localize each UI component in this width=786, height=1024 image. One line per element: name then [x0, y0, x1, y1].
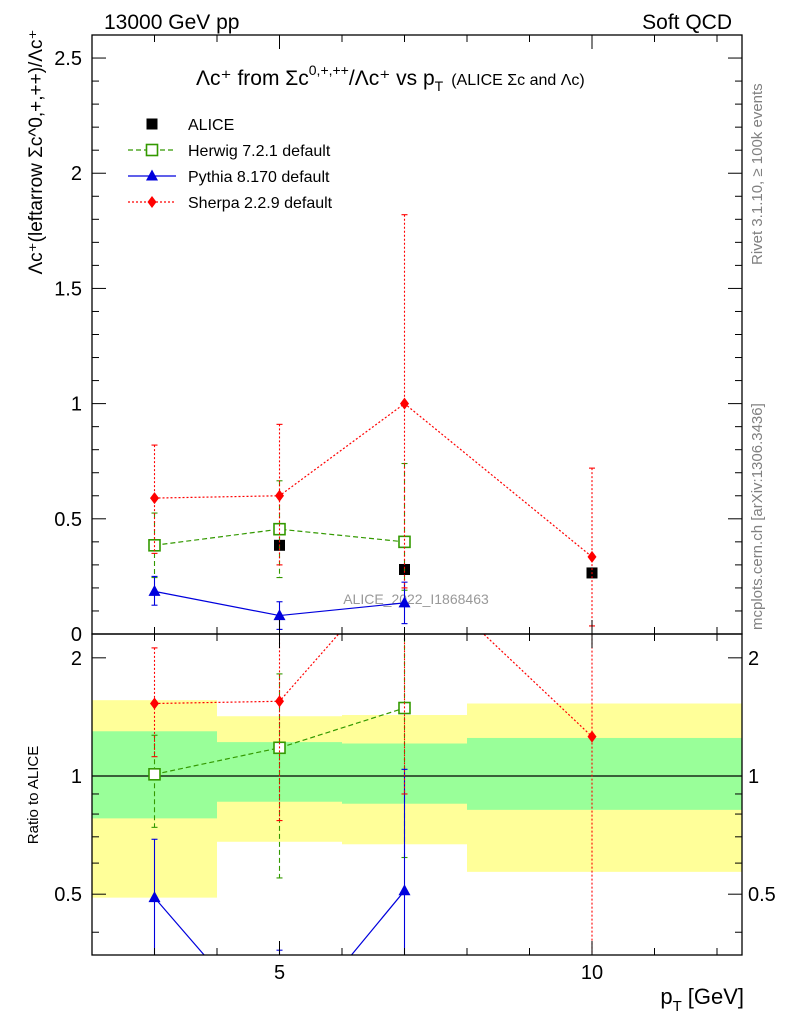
- plot-title-sub: T: [435, 78, 444, 94]
- sherpa-main-point-0: [150, 492, 159, 505]
- ratio-plot-frame: [91, 633, 743, 956]
- x-axis-label-unit: [GeV]: [688, 984, 744, 1009]
- main-series-layer: [148, 214, 598, 630]
- sherpa-ratio-point-3: [587, 730, 597, 743]
- sherpa-main-point-3: [587, 550, 597, 563]
- x-tick-label-1: 10: [581, 962, 603, 984]
- analysis-watermark: ALICE_2022_I1868463: [343, 591, 489, 607]
- plot-title: Λc⁺ from Σc0,+,++/Λc⁺ vs pT (ALICE Σc and…: [196, 62, 585, 94]
- header-left-label: 13000 GeV pp: [104, 11, 239, 34]
- x-axis-label-sub: T: [673, 998, 682, 1015]
- legend-label-1: Herwig 7.2.1 default: [188, 143, 331, 160]
- pythia-ratio-line: [154, 890, 405, 955]
- ratio-y-axis-label: Ratio to ALICE: [25, 746, 42, 844]
- legend-marker-3: [147, 196, 157, 208]
- legend-marker-2: [146, 169, 158, 181]
- x-axis-label-p: p: [660, 984, 672, 1009]
- pythia-ratio-point-0: [148, 891, 161, 903]
- legend-label-2: Pythia 8.170 default: [188, 169, 330, 186]
- plot-title-note: (ALICE Σc and Λc): [451, 72, 585, 89]
- plot-title-main: Λc⁺ from Σc: [196, 67, 309, 90]
- ratio-y-tick-label-right-0: 0.5: [748, 884, 776, 906]
- herwig-main-point-2: [398, 535, 411, 549]
- ratio-uncertainty-bands: [92, 700, 742, 898]
- main-y-tick-label-3: 1.5: [54, 278, 82, 300]
- legend-marker-1: [145, 143, 159, 157]
- ratio-y-tick-label-left-0: 0.5: [54, 884, 82, 906]
- x-tick-label-0: 5: [274, 962, 285, 984]
- legend-label-3: Sherpa 2.2.9 default: [188, 195, 333, 212]
- herwig-ratio-point-0: [148, 768, 161, 781]
- rivet-version-label: Rivet 3.1.10, ≥ 100k events: [749, 83, 766, 265]
- main-y-axis-label: Λc⁺(leftarrow Σc^0,+,++)/Λc⁺: [26, 29, 47, 274]
- pythia-main-point-0: [148, 584, 161, 596]
- ratio-y-tick-label-left-2: 2: [71, 648, 82, 670]
- ratio-series-layer: [148, 634, 597, 955]
- mcplots-credit-label: mcplots.cern.ch [arXiv:1306.3436]: [749, 403, 766, 630]
- sherpa-ratio-point-1: [275, 695, 284, 708]
- sherpa-ratio-point-0: [150, 697, 159, 710]
- axes-layer: 5 10 0 0.5 1 1.5 2 2.5 0.5 0.5 1 1 2 2: [54, 34, 776, 984]
- pythia-ratio-point-2: [398, 884, 411, 896]
- header-right-label: Soft QCD: [642, 11, 732, 34]
- legend-item-3: Sherpa 2.2.9 default: [128, 195, 333, 212]
- legend-label-0: ALICE: [188, 117, 234, 134]
- ratio-y-tick-label-right-2: 2: [748, 648, 759, 670]
- herwig-main-line: [154, 528, 405, 546]
- plot-title-sup: 0,+,++: [309, 62, 349, 78]
- pythia-main-point-2: [398, 596, 411, 608]
- legend-item-0: ALICE: [146, 117, 234, 134]
- plot-title-rest: /Λc⁺ vs p: [349, 67, 435, 90]
- sherpa-main-point-1: [275, 489, 284, 502]
- pythia-main-point-1: [273, 609, 286, 621]
- main-y-tick-label-4: 2: [71, 163, 82, 185]
- herwig-ratio-line: [154, 707, 405, 775]
- main-y-tick-label-2: 1: [71, 394, 82, 416]
- x-axis-label: pT [GeV]: [660, 984, 744, 1015]
- sherpa-main-point-2: [400, 397, 409, 410]
- ratio-y-tick-label-right-1: 1: [748, 766, 759, 788]
- main-y-tick-label-5: 2.5: [54, 48, 82, 70]
- main-y-tick-label-0: 0: [71, 624, 82, 646]
- main-y-tick-label-1: 0.5: [54, 509, 82, 531]
- band-inner-3: [467, 737, 742, 810]
- ratio-y-tick-label-left-1: 1: [71, 766, 82, 788]
- legend-item-1: Herwig 7.2.1 default: [128, 143, 331, 160]
- sherpa-main-line: [154, 402, 593, 558]
- legend-marker-0: [146, 118, 158, 130]
- legend-item-2: Pythia 8.170 default: [128, 169, 330, 186]
- legend: ALICE Herwig 7.2.1 default Pythia 8.170 de…: [128, 117, 333, 212]
